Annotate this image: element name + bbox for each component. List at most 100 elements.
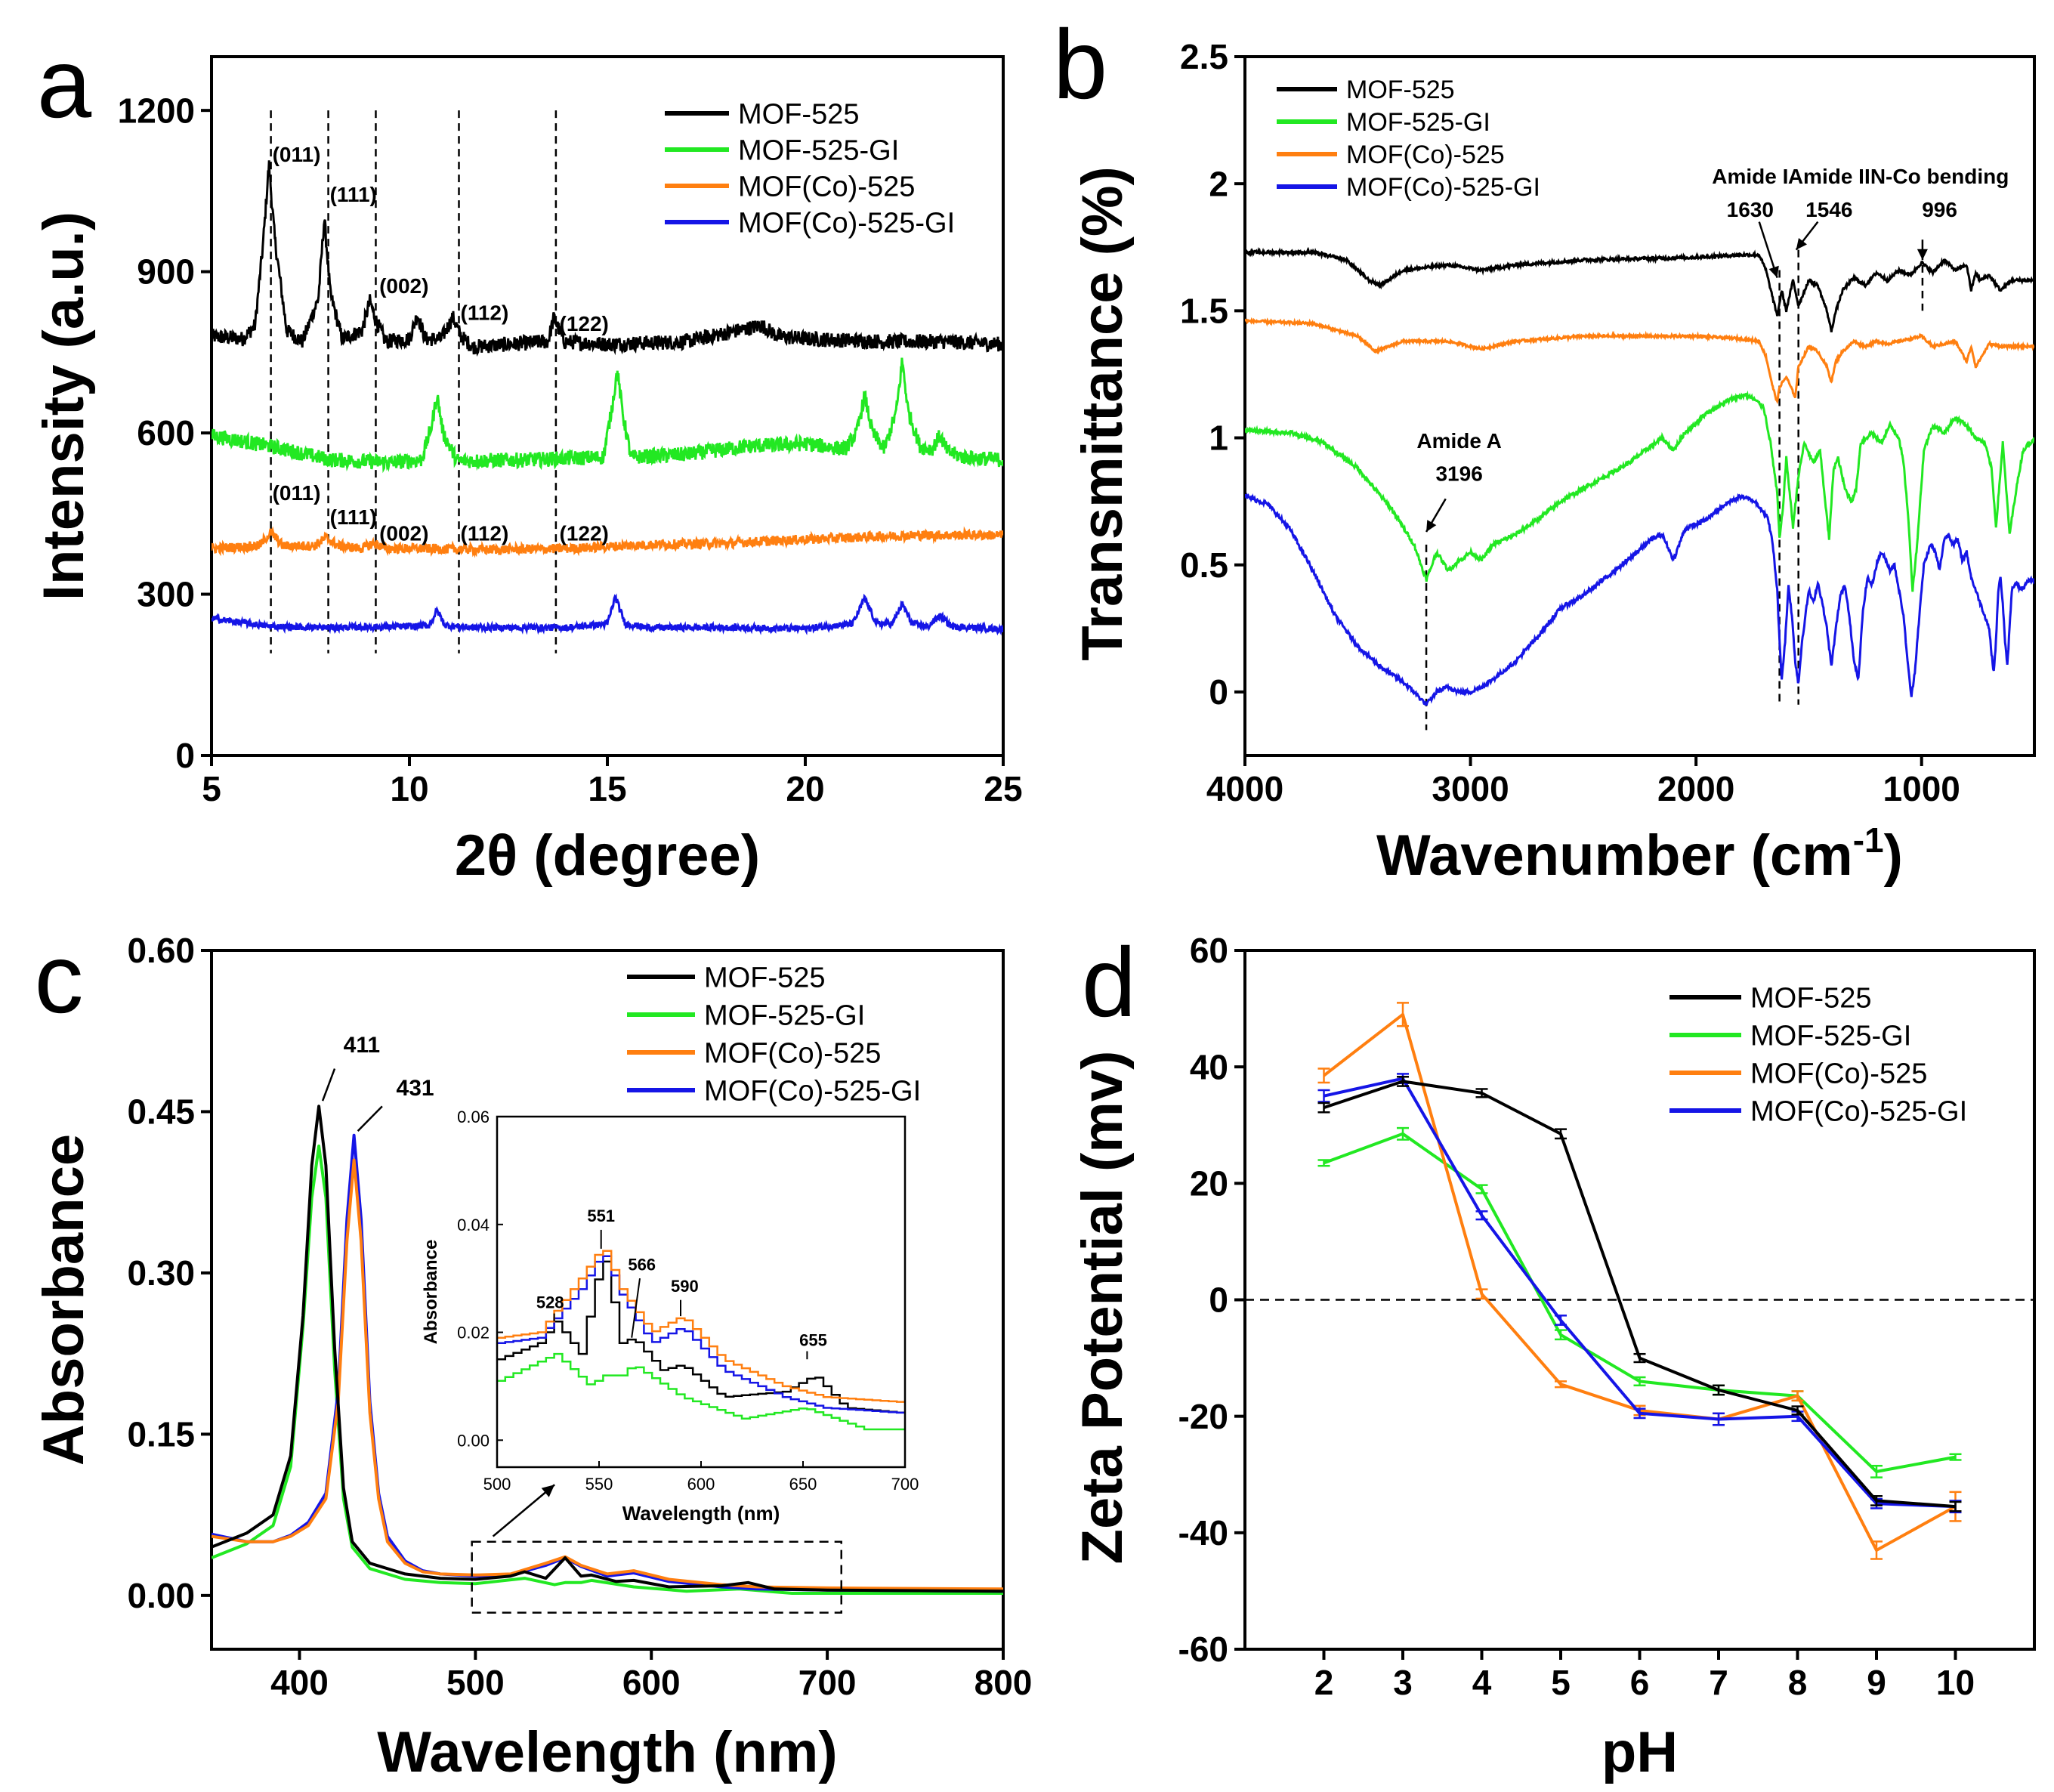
legend-label: MOF-525 xyxy=(738,98,859,130)
inset-x-tick-label: 500 xyxy=(483,1475,511,1494)
panel-label-a: a xyxy=(37,28,92,138)
x-tick-label: 20 xyxy=(786,769,824,808)
inset-y-tick-label: 0.02 xyxy=(457,1324,490,1342)
y-tick-label: 0.30 xyxy=(127,1253,195,1293)
panel-d: d 2 3 4 5 6 7 8 9 10 -60 -40 -20 0 20 40 60 pH Zeta Potent… xyxy=(1070,927,2036,1784)
y-tick-label: 0.5 xyxy=(1180,545,1228,585)
peak-label: (002) xyxy=(379,521,428,545)
legend: MOF-525 MOF-525-GI MOF(Co)-525 MOF(Co)-525-… xyxy=(1277,76,1540,202)
y-tick-label: -60 xyxy=(1178,1630,1228,1669)
series-group-MOF-525 xyxy=(1317,1076,1962,1512)
y-tick-label: 1 xyxy=(1209,419,1228,458)
y-axis-title-b: Transmittance (%) xyxy=(1070,166,1135,661)
series-group-a xyxy=(212,110,1003,653)
series-line-MOF(Co)-525 xyxy=(212,526,1003,558)
peak-label: (122) xyxy=(560,312,609,335)
band-label: N-Co bending xyxy=(1870,165,2009,188)
series-line-MOF-525 xyxy=(1245,246,2034,332)
legend-label: MOF-525-GI xyxy=(704,1000,865,1031)
arrow-head xyxy=(1768,265,1779,278)
band-label: 996 xyxy=(1922,198,1957,221)
inset-y-tick-label: 0.04 xyxy=(457,1216,490,1234)
x-axis-title-a: 2θ (degree) xyxy=(455,823,760,888)
series-line-MOF(Co)-525 xyxy=(212,1158,1003,1591)
legend-label: MOF(Co)-525 xyxy=(1750,1058,1927,1089)
peak-label: (002) xyxy=(379,274,428,298)
leader-line xyxy=(357,1105,383,1132)
inset-leader-line xyxy=(631,1278,641,1338)
band-label: Amide I xyxy=(1712,165,1788,188)
inset-c: 500 550 600 650 700 0.00 0.02 0.04 0.06 Wavelengt… xyxy=(421,1108,919,1525)
y-tick-label: 2 xyxy=(1209,164,1228,203)
panel-b: b 4000 3000 2000 1000 0 0.5 1 1.5 2 2.5 Amide I 1630… xyxy=(1053,9,2036,888)
zoom-arrow-head xyxy=(541,1485,555,1497)
x-axis-title-b: Wavenumber (cm-1) xyxy=(1376,820,1903,888)
legend-label: MOF(Co)-525 xyxy=(738,171,915,202)
arrow-head xyxy=(1917,249,1928,261)
y-tick-label: 2.5 xyxy=(1180,37,1228,76)
legend: MOF-525 MOF-525-GI MOF(Co)-525 MOF(Co)-525-… xyxy=(1669,982,1967,1127)
legend-label: MOF-525-GI xyxy=(738,134,899,166)
peak-label: 411 xyxy=(344,1033,380,1058)
x-tick-label: 10 xyxy=(390,769,428,808)
y-tick-label: -20 xyxy=(1178,1397,1228,1436)
y-tick-label: 1200 xyxy=(118,91,195,130)
inset-peak-label: 566 xyxy=(628,1255,656,1274)
inset-x-tick-label: 700 xyxy=(891,1475,919,1494)
arrow-head xyxy=(1796,238,1807,250)
legend-label: MOF-525-GI xyxy=(1750,1020,1911,1052)
x-tick-label: 7 xyxy=(1709,1663,1728,1702)
legend-label: MOF(Co)-525-GI xyxy=(738,207,955,239)
inset-x-title: Wavelength (nm) xyxy=(622,1502,780,1525)
x-tick-label: 700 xyxy=(798,1663,857,1702)
inset-x-tick-label: 650 xyxy=(789,1475,817,1494)
y-tick-label: 0.45 xyxy=(127,1092,195,1132)
peak-label: (112) xyxy=(461,521,509,545)
x-tick-label: 5 xyxy=(202,769,221,808)
x-tick-label: 2 xyxy=(1314,1663,1334,1702)
y-tick-label: 0 xyxy=(175,736,195,775)
y-tick-label: 0.00 xyxy=(127,1576,195,1615)
panel-label-d: d xyxy=(1082,927,1136,1037)
x-tick-label: 6 xyxy=(1630,1663,1650,1702)
y-tick-label: 900 xyxy=(137,252,195,292)
legend-label: MOF-525 xyxy=(1750,982,1871,1014)
legend-label: MOF(Co)-525 xyxy=(1346,141,1505,169)
x-tick-label: 2000 xyxy=(1657,769,1734,808)
inset-series-line-MOF(Co)-525-GI xyxy=(497,1255,905,1414)
inset-y-tick-label: 0.00 xyxy=(457,1431,490,1450)
x-axis-title-d: pH xyxy=(1602,1720,1678,1784)
legend-label: MOF(Co)-525-GI xyxy=(1750,1095,1967,1127)
x-tick-label: 5 xyxy=(1551,1663,1571,1702)
inset-series-group xyxy=(497,1250,905,1431)
panel-label-c: c xyxy=(35,923,84,1033)
series-line-MOF(Co)-525 xyxy=(1323,1012,1957,1552)
x-axis-title-main: Wavenumber (cm xyxy=(1376,823,1853,888)
inset-y-title: Absorbance xyxy=(421,1240,441,1345)
plot-frame xyxy=(210,949,1005,1651)
leader-line xyxy=(321,1068,336,1101)
inset-x-tick-label: 600 xyxy=(687,1475,715,1494)
inset-series-line-MOF(Co)-525 xyxy=(497,1250,905,1403)
x-tick-label: 4 xyxy=(1472,1663,1492,1702)
legend: MOF-525 MOF-525-GI MOF(Co)-525 MOF(Co)-525-… xyxy=(627,962,921,1107)
x-tick-label: 400 xyxy=(270,1663,329,1702)
x-axis-title-c: Wavelength (nm) xyxy=(377,1720,837,1784)
peak-label: (011) xyxy=(273,143,321,166)
series-line-MOF(Co)-525-GI xyxy=(1245,492,2034,706)
x-axis-title-sup: -1 xyxy=(1853,820,1884,860)
inset-background xyxy=(497,1117,905,1467)
y-tick-label: -40 xyxy=(1178,1513,1228,1553)
y-tick-label: 300 xyxy=(137,575,195,614)
series-line-MOF-525 xyxy=(212,160,1003,357)
x-tick-label: 500 xyxy=(446,1663,505,1702)
peak-label: (011) xyxy=(273,481,321,505)
y-tick-label: 0.15 xyxy=(127,1414,195,1454)
x-tick-label: 600 xyxy=(622,1663,681,1702)
y-tick-label: 40 xyxy=(1190,1047,1228,1086)
y-tick-label: 20 xyxy=(1190,1163,1228,1203)
inset-series-line-MOF-525-GI xyxy=(497,1352,905,1431)
peak-label: 431 xyxy=(397,1076,434,1101)
series-group-c xyxy=(212,1105,1003,1595)
series-group-b xyxy=(1245,221,2034,731)
